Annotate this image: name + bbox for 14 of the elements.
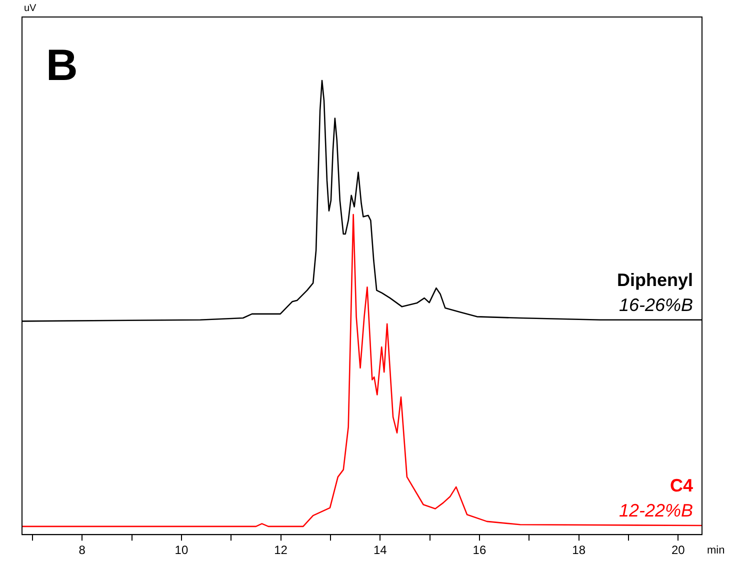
chart-title: B xyxy=(46,41,78,90)
x-tick-label: 8 xyxy=(78,543,86,558)
series-label: Diphenyl xyxy=(616,270,693,290)
x-tick-label: 14 xyxy=(373,543,388,558)
x-tick-label: 12 xyxy=(274,543,288,558)
x-tick-label: 10 xyxy=(174,543,188,558)
x-tick-label: 16 xyxy=(472,543,486,558)
x-tick-label: 20 xyxy=(671,543,686,558)
annotation: 16-26%B xyxy=(618,294,693,315)
series-label: C4 xyxy=(670,476,693,496)
annotation: 12-22%B xyxy=(618,500,693,521)
x-axis-title: min xyxy=(707,544,725,557)
text: uV xyxy=(24,3,37,14)
x-tick-label: 18 xyxy=(572,543,586,558)
